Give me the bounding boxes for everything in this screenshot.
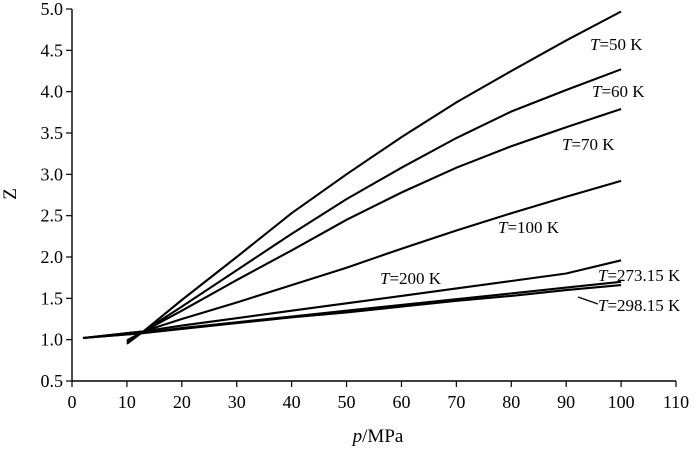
y-tick-label: 0.5 xyxy=(41,371,64,391)
series-line-60k xyxy=(126,68,622,343)
series-label-100k-symbol: T xyxy=(498,218,509,237)
series-labels: T=50 K T=60 K T=70 K T=100 K T=200 K T=2… xyxy=(380,35,681,315)
series-label-273k-text: =273.15 K xyxy=(607,266,681,285)
x-tick-label: 0 xyxy=(68,392,77,412)
series-label-100k: T=100 K xyxy=(498,218,560,237)
series-label-70k-symbol: T xyxy=(562,135,573,154)
series-label-200k-symbol: T xyxy=(380,269,391,288)
x-axis-title-italic: p xyxy=(351,426,363,447)
series-label-298k-leader xyxy=(577,296,599,305)
y-tick-label: 5.0 xyxy=(41,0,64,19)
x-tick-label: 60 xyxy=(392,392,410,412)
x-tick-label: 80 xyxy=(502,392,520,412)
y-tick-label: 3.0 xyxy=(41,164,64,184)
y-tick-label: 2.5 xyxy=(41,206,64,226)
x-tick-label: 50 xyxy=(338,392,356,412)
series-label-50k: T=50 K xyxy=(590,35,643,54)
series-label-273k: T=273.15 K xyxy=(598,266,681,285)
series-label-200k: T=200 K xyxy=(380,269,442,288)
series-label-100k-text: =100 K xyxy=(507,218,559,237)
series-line-200k xyxy=(82,259,622,340)
x-axis-title-unit: /MPa xyxy=(362,426,404,447)
series-label-60k-symbol: T xyxy=(592,82,603,101)
y-tick-label: 1.5 xyxy=(41,288,64,308)
series-label-200k-text: =200 K xyxy=(389,269,441,288)
series-line-70k xyxy=(126,108,622,342)
series-label-298k: T=298.15 K xyxy=(598,296,681,315)
x-tick-label: 90 xyxy=(557,392,575,412)
y-tick-label: 2.0 xyxy=(41,247,64,267)
x-tick-label: 100 xyxy=(608,392,635,412)
y-axis-title: Z xyxy=(0,188,21,200)
series-lines xyxy=(82,10,622,345)
x-tick-label: 40 xyxy=(283,392,301,412)
series-label-273k-symbol: T xyxy=(598,266,609,285)
series-line-29815k xyxy=(82,284,622,340)
series-line-100k xyxy=(82,179,622,340)
series-label-298k-text: =298.15 K xyxy=(607,296,681,315)
x-tick-label: 10 xyxy=(118,392,136,412)
x-tick-label: 110 xyxy=(663,392,689,412)
series-label-50k-text: =50 K xyxy=(599,35,643,54)
y-tick-label: 4.5 xyxy=(41,40,64,60)
x-tick-label: 70 xyxy=(447,392,465,412)
x-axis-title: p/MPa xyxy=(351,426,404,447)
x-axis-ticks: 0 10 20 30 40 50 60 70 80 90 100 110 xyxy=(68,381,689,412)
x-tick-label: 20 xyxy=(173,392,191,412)
series-label-60k-text: =60 K xyxy=(601,82,645,101)
series-label-50k-symbol: T xyxy=(590,35,601,54)
series-label-298k-symbol: T xyxy=(598,296,609,315)
y-tick-label: 3.5 xyxy=(41,123,64,143)
series-label-60k: T=60 K xyxy=(592,82,645,101)
y-tick-label: 1.0 xyxy=(41,330,64,350)
x-tick-label: 30 xyxy=(228,392,246,412)
series-line-50k xyxy=(126,10,622,345)
series-label-70k-text: =70 K xyxy=(571,135,615,154)
y-tick-label: 4.0 xyxy=(41,82,64,102)
series-label-70k: T=70 K xyxy=(562,135,615,154)
series-line-27315k xyxy=(82,280,622,340)
y-axis-ticks: 0.5 1.0 1.5 2.0 2.5 3.0 3.5 4.0 4.5 5.0 xyxy=(41,0,72,391)
